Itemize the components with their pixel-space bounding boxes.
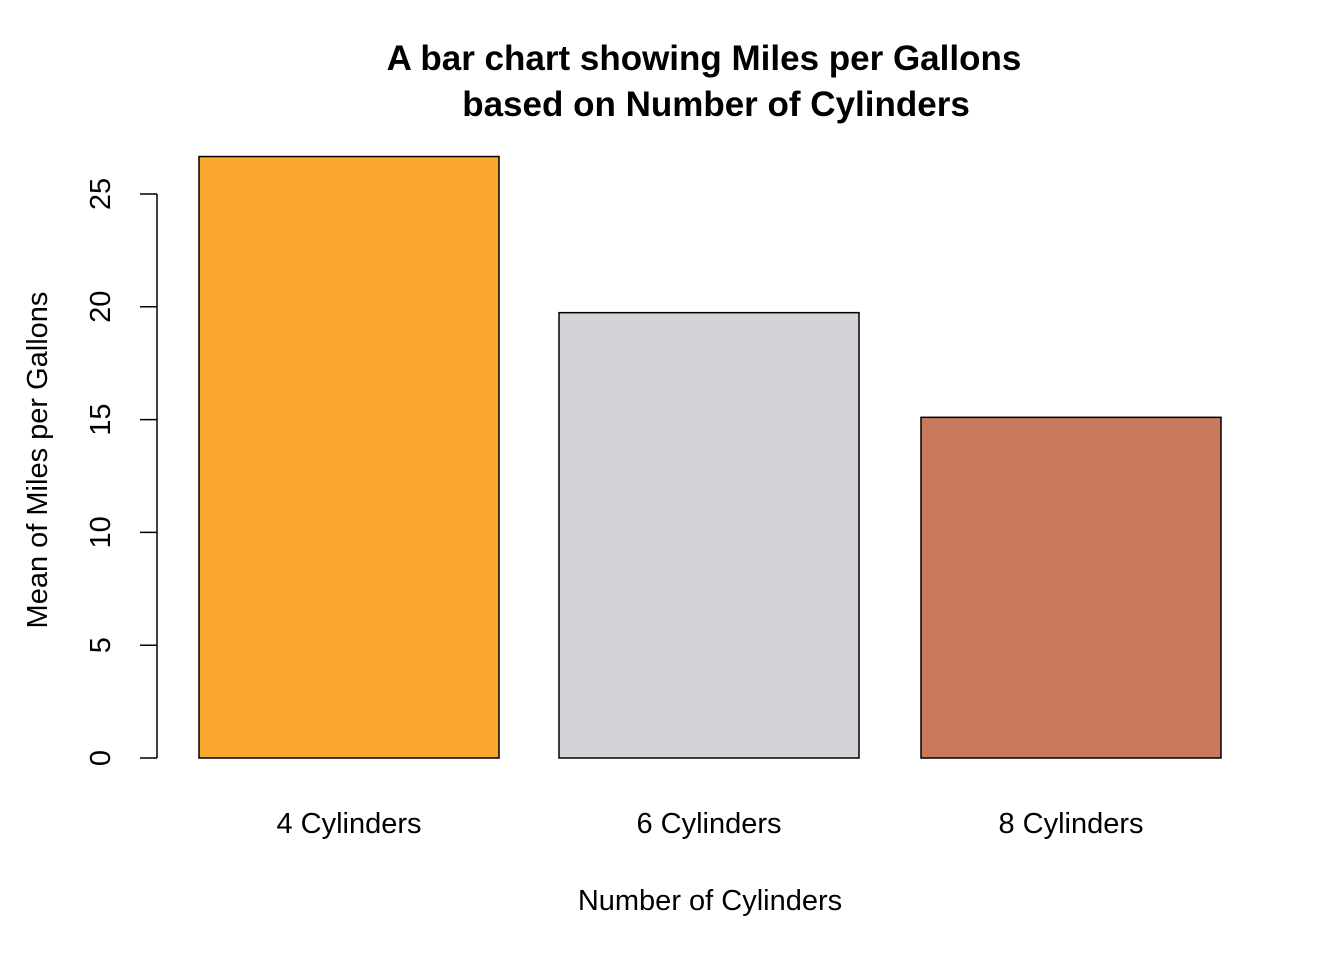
y-axis: 0 5 10 15 20 25	[85, 178, 158, 766]
bar-3	[920, 416, 1222, 759]
y-tick-label: 25	[85, 178, 117, 210]
chart-title-line-2: based on Number of Cylinders	[462, 85, 970, 124]
x-tick-label: 4 Cylinders	[276, 808, 421, 840]
y-tick-label: 10	[85, 516, 117, 548]
y-tick-label: 20	[85, 291, 117, 323]
bar-2	[558, 311, 860, 759]
bar-1	[198, 155, 500, 759]
chart-title-line-1: A bar chart showing Miles per Gallons	[387, 39, 1022, 78]
x-axis-title: Number of Cylinders	[578, 885, 842, 917]
y-tick-label: 0	[85, 750, 117, 766]
bars-group	[198, 155, 1222, 759]
x-tick-label: 6 Cylinders	[636, 808, 781, 840]
y-axis-title: Mean of Miles per Gallons	[22, 292, 54, 629]
y-tick-label: 5	[85, 637, 117, 653]
y-tick-label: 15	[85, 403, 117, 435]
x-tick-labels: 4 Cylinders 6 Cylinders 8 Cylinders	[276, 808, 1143, 840]
x-tick-label: 8 Cylinders	[998, 808, 1143, 840]
